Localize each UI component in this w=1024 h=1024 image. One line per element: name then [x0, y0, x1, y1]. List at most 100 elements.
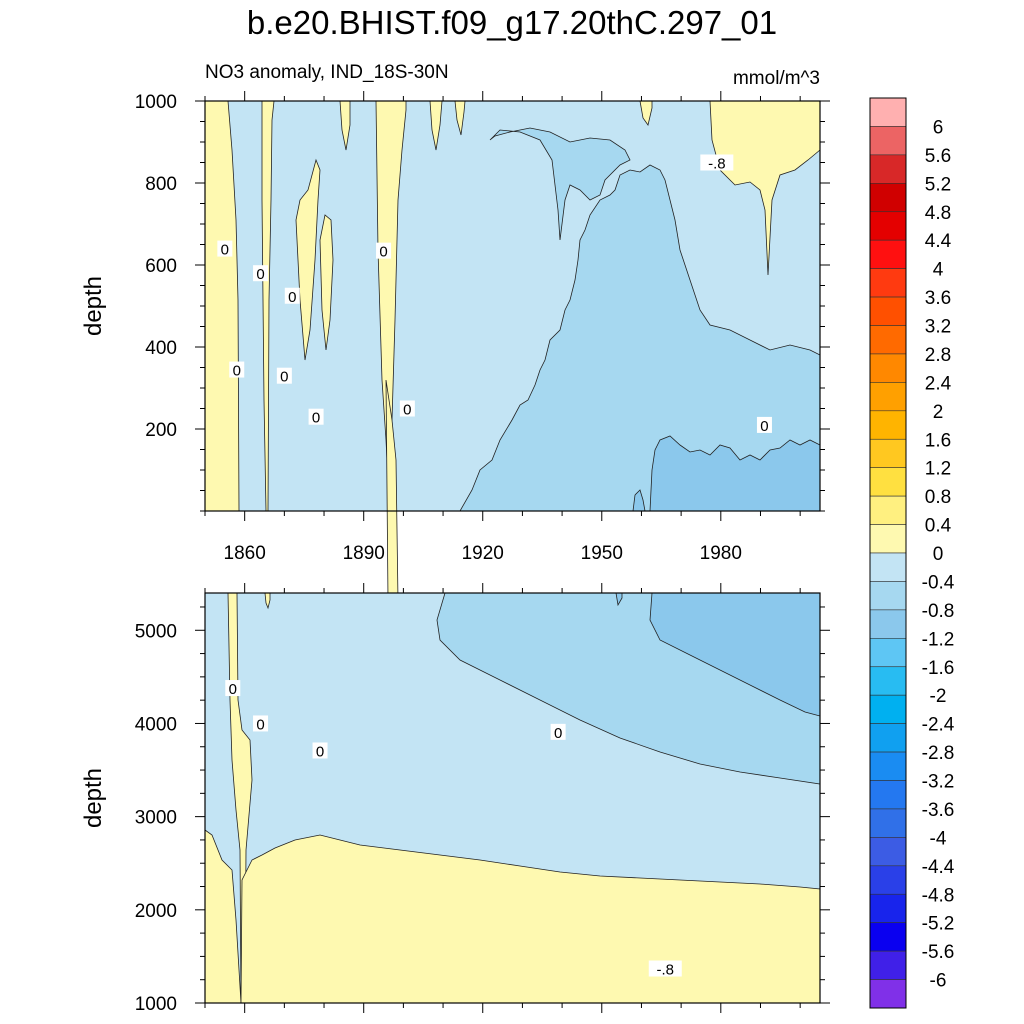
colorbar-label: -4.4 — [922, 857, 955, 878]
units-label: mmol/m^3 — [732, 68, 820, 89]
colorbar-label: -4 — [930, 828, 947, 849]
colorbar-label: 3.2 — [925, 317, 951, 338]
contour-label: 0 — [229, 681, 237, 698]
colorbar-label: -5.2 — [922, 914, 955, 935]
contour-label: 0 — [221, 242, 229, 259]
y-tick-label: 3000 — [135, 808, 177, 829]
colorbar-swatch — [869, 723, 907, 753]
colorbar-label: 5.2 — [925, 174, 951, 195]
contour-label: 0 — [554, 725, 562, 742]
colorbar-label: 1.6 — [925, 430, 951, 451]
colorbar-label: 1.2 — [925, 459, 951, 480]
colorbar-label: -2 — [930, 686, 947, 707]
top-region-neg08-upper — [489, 127, 631, 241]
colorbar-label: 2.4 — [925, 373, 952, 394]
colorbar-label: 4.4 — [925, 231, 952, 252]
contour-label-bg — [756, 416, 772, 433]
contour-label: 0 — [760, 418, 768, 435]
colorbar-swatch — [869, 893, 907, 923]
colorbar-swatch — [869, 239, 907, 269]
top-region-neg08 — [459, 164, 821, 512]
panel-subtitle: NO3 anomaly, IND_18S-30N — [205, 62, 449, 83]
contour-label: -.8 — [657, 962, 675, 979]
colorbar-swatch — [869, 268, 907, 298]
contour-label: 0 — [233, 363, 241, 380]
contour-label-bg — [225, 680, 241, 697]
figure-title: b.e20.BHIST.f09_g17.20thC.297_01 — [246, 4, 778, 41]
colorbar-frame — [869, 97, 907, 1009]
contour-label-bg — [648, 960, 682, 977]
colorbar-swatch — [869, 865, 907, 895]
top-pos-column-4 — [319, 214, 334, 351]
top-pos-column-3 — [295, 158, 321, 361]
colorbar-label: -2.4 — [922, 715, 955, 736]
y-tick-label: 800 — [145, 174, 177, 195]
top-panel: 0 0 0 0 0 0 0 0 -.8 0 200 400 600 800 1000 1860 1890 192… — [80, 91, 830, 716]
top-pos-column-5 — [375, 100, 407, 481]
contour-label-bg — [700, 154, 734, 171]
top-pos-right-cluster — [709, 100, 821, 276]
contour-label-bg — [399, 400, 415, 417]
colorbar-label: -1.2 — [922, 629, 955, 650]
colorbar-label: -5.6 — [922, 942, 955, 963]
contour-label: 0 — [256, 266, 264, 283]
y-tick-label: 200 — [145, 420, 177, 441]
colorbar-swatch — [869, 979, 907, 1009]
contour-label: 0 — [316, 743, 324, 760]
colorbar-swatch — [869, 694, 907, 724]
y-axis-label: depth — [80, 276, 107, 336]
contour-label-bg — [217, 240, 233, 257]
colorbar-label: 0.4 — [925, 516, 952, 537]
top-pos-column-2 — [261, 100, 275, 512]
colorbar-label: -0.8 — [922, 601, 955, 622]
bottom-panel: 0 0 0 0 -.8 1000 2000 3000 4000 5000 depth — [80, 583, 830, 1015]
y-tick-label: 1000 — [135, 92, 177, 113]
contour-label: -.8 — [708, 156, 726, 173]
colorbar-swatch — [869, 467, 907, 497]
colorbar-label: -0.4 — [922, 572, 955, 593]
x-tick-label: 1890 — [343, 543, 385, 564]
colorbar-swatch — [869, 780, 907, 810]
x-tick-label: 1920 — [462, 543, 504, 564]
contour-label-bg — [550, 723, 566, 740]
colorbar-swatch — [869, 97, 907, 127]
colorbar-swatch — [869, 410, 907, 440]
colorbar-swatch — [869, 382, 907, 412]
bottom-contour-labels: 0 0 0 0 -.8 — [225, 680, 682, 979]
contour-label-bg — [276, 367, 292, 384]
colorbar-swatch — [869, 638, 907, 668]
bottom-axes: 1000 2000 3000 4000 5000 depth — [80, 583, 830, 1015]
contour-label-bg — [376, 242, 392, 259]
colorbar-label: -6 — [930, 971, 947, 992]
colorbar-swatch — [869, 126, 907, 156]
y-tick-label: 600 — [145, 256, 177, 277]
colorbar-label: 2.8 — [925, 345, 951, 366]
colorbar-swatch — [869, 751, 907, 781]
colorbar-swatch — [869, 808, 907, 838]
y-axis-label: depth — [80, 768, 107, 828]
y-tick-label: 4000 — [135, 714, 177, 735]
contour-label: 0 — [403, 402, 411, 419]
colorbar-label: 0.8 — [925, 487, 951, 508]
colorbar-swatch — [869, 581, 907, 611]
colorbar-label: -4.8 — [922, 885, 955, 906]
x-tick-label: 1950 — [581, 543, 623, 564]
contour-label: 0 — [288, 289, 296, 306]
colorbar-swatch — [869, 154, 907, 184]
contour-label: 0 — [312, 410, 320, 427]
contour-label-bg — [308, 408, 324, 425]
colorbar-swatch — [869, 183, 907, 213]
colorbar-swatch — [869, 922, 907, 952]
colorbar-swatch — [869, 325, 907, 355]
colorbar-label: 3.6 — [925, 288, 951, 309]
contour-label: 0 — [256, 716, 264, 733]
x-tick-label: 1980 — [700, 543, 742, 564]
colorbar-swatch — [869, 353, 907, 383]
contour-label-bg — [253, 715, 269, 732]
colorbar-swatch — [869, 524, 907, 554]
colorbar-swatch — [869, 950, 907, 980]
contour-label-bg — [284, 287, 300, 304]
contour-label-bg — [253, 265, 269, 282]
